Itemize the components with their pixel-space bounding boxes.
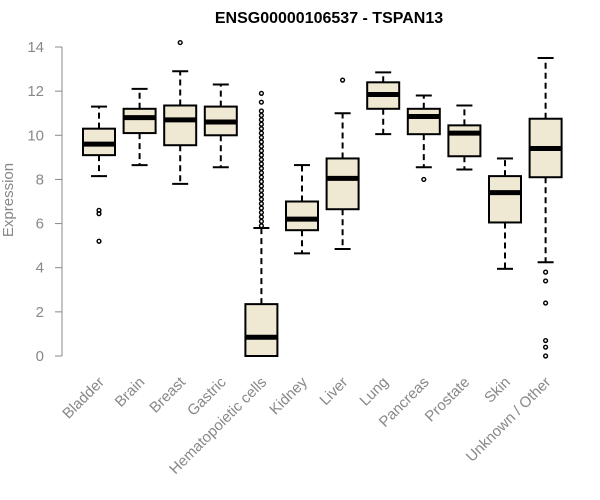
x-tick-label: Breast — [146, 373, 189, 416]
outlier-point — [177, 39, 183, 46]
outlier-point — [258, 201, 264, 207]
outlier-point — [258, 223, 264, 229]
box-iqr — [447, 124, 482, 158]
y-axis: 0 2 4 6 8 10 12 14 — [27, 39, 63, 365]
box-10 — [488, 157, 522, 270]
outlier-point — [258, 218, 264, 224]
box-8 — [406, 94, 441, 183]
box-1 — [122, 87, 157, 167]
outlier-point — [258, 156, 264, 163]
box-3 — [203, 83, 238, 169]
box-series — [82, 39, 563, 359]
y-tick-label: 8 — [36, 171, 44, 188]
chart-title: ENSG00000106537 - TSPAN13 — [215, 10, 443, 27]
y-tick-label: 6 — [36, 216, 44, 233]
outlier-point — [258, 209, 264, 216]
outlier-point — [258, 205, 264, 211]
y-tick-label: 14 — [27, 39, 44, 56]
box-iqr — [163, 104, 198, 147]
x-tick-label: Brain — [112, 374, 149, 411]
box-9 — [447, 104, 482, 171]
box-iqr — [285, 200, 319, 232]
outlier-point — [258, 161, 264, 167]
outlier-point — [96, 238, 102, 244]
outlier-point — [258, 143, 264, 149]
outlier-point — [258, 165, 264, 171]
box-7 — [366, 71, 401, 136]
outlier-point — [258, 196, 264, 202]
x-tick-label: Lung — [356, 374, 392, 410]
outlier-point — [258, 187, 264, 194]
outlier-point — [258, 192, 264, 198]
box-iqr — [325, 157, 360, 211]
outlier-point — [542, 278, 549, 284]
box-6 — [325, 77, 360, 250]
y-tick-label: 10 — [27, 127, 44, 144]
x-tick-label: Skin — [481, 374, 514, 407]
outlier-point — [258, 139, 264, 145]
x-tick-label: Kidney — [266, 373, 311, 418]
box-iqr — [244, 303, 279, 357]
box-0 — [82, 105, 116, 244]
outlier-point — [258, 134, 264, 141]
outlier-point — [258, 112, 264, 119]
outlier-point — [258, 148, 264, 154]
outlier-point — [258, 179, 264, 185]
box-iqr — [122, 107, 157, 135]
box-5 — [285, 164, 319, 255]
outlier-point — [340, 77, 346, 83]
outlier-point — [542, 300, 549, 306]
outlier-point — [258, 174, 264, 180]
outlier-point — [542, 353, 549, 359]
box-11 — [528, 57, 563, 359]
outlier-point — [96, 211, 102, 217]
outlier-point — [258, 90, 264, 96]
outlier-point — [258, 130, 264, 136]
y-tick-label: 12 — [27, 83, 44, 100]
outlier-point — [258, 121, 264, 127]
y-tick-label: 4 — [36, 260, 44, 277]
outlier-point — [258, 152, 264, 158]
outlier-point — [258, 108, 264, 114]
y-tick-label: 0 — [36, 348, 44, 365]
outlier-point — [258, 214, 264, 220]
y-tick-label: 2 — [36, 304, 44, 321]
box-iqr — [488, 175, 522, 224]
outlier-point — [542, 269, 549, 275]
box-2 — [163, 39, 198, 185]
outlier-point — [258, 170, 264, 176]
outlier-point — [421, 176, 427, 183]
x-tick-label: Prostate — [422, 374, 474, 426]
outlier-point — [258, 117, 264, 123]
outlier-point — [542, 344, 549, 350]
outlier-point — [258, 126, 264, 132]
box-iqr — [406, 107, 441, 136]
x-tick-label: Liver — [316, 374, 351, 409]
outlier-point — [258, 99, 264, 105]
box-4 — [244, 90, 279, 357]
outlier-point — [258, 183, 264, 189]
y-axis-label: Expression — [0, 163, 17, 237]
x-tick-label: Bladder — [59, 374, 108, 423]
outlier-point — [542, 337, 549, 344]
